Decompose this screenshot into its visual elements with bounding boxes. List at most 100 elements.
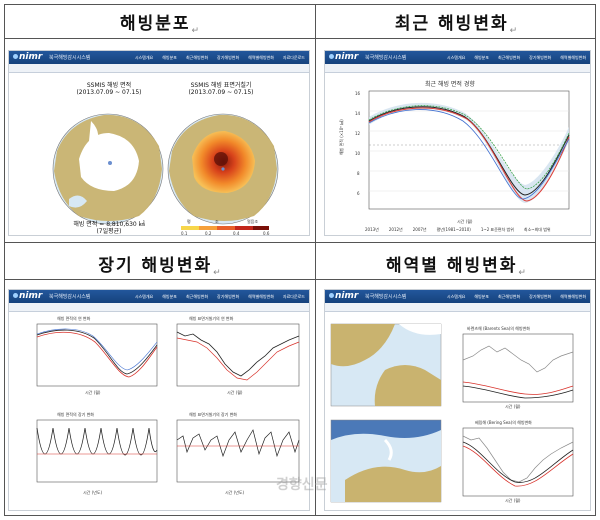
- roughness-color-scale: [181, 226, 269, 230]
- nav-item-recent[interactable]: 최근해빙변화: [498, 55, 521, 60]
- regional-chart2-title: 베링해 (Bering Sea)의 해빙변화: [475, 420, 532, 425]
- grid-divider-vertical: [315, 4, 316, 516]
- app-nav: 시스템개요 해빙분포 최근해빙변화 장기해빙변화 해역별해빙변화: [447, 294, 586, 300]
- regional-chart1-title: 바렌츠해 (Barents Sea)의 해빙변화: [467, 326, 530, 331]
- recent-legend: 2013년 2012년 2007년 평년(1981~2010) 1~2 표준편차…: [365, 227, 585, 233]
- nav-item-recent[interactable]: 최근해빙변화: [185, 55, 209, 60]
- app-subbar: [325, 64, 590, 73]
- screenshot-longterm: nimr 북극해빙감시시스템 시스템개요 해빙분포 최근해빙변화 장기해빙변화 …: [8, 289, 310, 511]
- grid-divider-middle2: [4, 279, 596, 280]
- app-header: nimr 북극해빙감시시스템 시스템개요 해빙분포 최근해빙변화 장기해빙변화 …: [325, 290, 590, 303]
- nav-item-distribution[interactable]: 해빙분포: [474, 55, 490, 60]
- nav-item-download[interactable]: 자료다운로드: [282, 55, 305, 60]
- nav-item-overview[interactable]: 시스템개요: [446, 55, 466, 60]
- app-header: nimr 북극해빙감시시스템 시스템개요 해빙분포 최근해빙변화 장기해빙변화 …: [9, 51, 309, 64]
- figure-grid: [4, 4, 596, 516]
- regional-views: [330, 323, 574, 503]
- bering-map: [330, 419, 442, 503]
- y-tick: 6: [357, 191, 360, 196]
- legend-item: 최소~최대 범위: [523, 227, 551, 232]
- lt-br-title: 해빙 표면거칠기의 장기 변화: [189, 412, 237, 417]
- app-nav: 시스템개요 해빙분포 최근해빙변화 장기해빙변화 해역별해빙변화 자료다운로드: [135, 294, 305, 300]
- lt-tr-x-label: 시간 (월): [227, 390, 243, 395]
- lt-br-x-label: 시간 (년도): [225, 490, 245, 495]
- legend-item: 2012년: [388, 227, 403, 232]
- recent-y-axis-label: 해빙 면적 (×10⁶ ㎢): [339, 119, 344, 155]
- screenshot-distribution: nimr 북극해빙감시시스템 시스템개요 해빙분포 최근해빙변화 장기해빙변화 …: [8, 50, 310, 236]
- nav-item-longterm[interactable]: 장기해빙변화: [529, 294, 552, 299]
- lt-tr-title: 해빙 표면거칠기의 연 변화: [189, 316, 234, 321]
- polar-maps: [52, 113, 279, 230]
- recent-x-axis-label: 시간 (월): [457, 219, 473, 224]
- longterm-charts: [36, 323, 300, 483]
- app-subbar: [9, 64, 309, 73]
- app-nav: 시스템개요 해빙분포 최근해빙변화 장기해빙변화 해역별해빙변화: [447, 55, 586, 61]
- nav-item-overview[interactable]: 시스템개요: [134, 55, 154, 60]
- map1-title: SSMIS 해빙 면적 (2013.07.09 ~ 07.15): [76, 82, 142, 96]
- regional-x-label-2: 시간 (월): [505, 498, 521, 503]
- cell-title-recent: 최근 해빙변화↵: [394, 14, 518, 37]
- scale-word-high: 얼음조: [247, 219, 259, 224]
- scale-tick: 0.2: [205, 231, 212, 236]
- app-logo: nimr: [13, 52, 42, 62]
- nav-item-recent[interactable]: 최근해빙변화: [498, 294, 521, 299]
- app-logo: nimr: [329, 291, 358, 301]
- grid-divider-top: [4, 38, 596, 39]
- nav-item-longterm[interactable]: 장기해빙변화: [217, 294, 240, 299]
- y-tick: 16: [355, 91, 361, 96]
- nav-item-longterm[interactable]: 장기해빙변화: [529, 55, 552, 60]
- grid-divider-middle: [4, 242, 596, 243]
- lt-bl-x-label: 시간 (년도): [83, 490, 103, 495]
- app-nav: 시스템개요 해빙분포 최근해빙변화 장기해빙변화 해역별해빙변화 자료다운로드: [135, 55, 305, 61]
- nav-item-overview[interactable]: 시스템개요: [446, 294, 466, 299]
- app-header: nimr 북극해빙감시시스템 시스템개요 해빙분포 최근해빙변화 장기해빙변화 …: [325, 51, 590, 64]
- nav-item-distribution[interactable]: 해빙분포: [162, 294, 177, 299]
- y-tick: 8: [357, 171, 360, 176]
- ice-roughness-map: [167, 113, 279, 225]
- legend-item: 1~2 표준편차 범위: [480, 227, 514, 232]
- app-subbar: [9, 303, 309, 312]
- screenshot-recent: nimr 북극해빙감시시스템 시스템개요 해빙분포 최근해빙변화 장기해빙변화 …: [324, 50, 591, 236]
- cell-title-longterm: 장기 해빙변화↵: [98, 256, 221, 279]
- nav-item-regional[interactable]: 해역별해빙변화: [560, 294, 586, 299]
- system-name: 북극해빙감시시스템: [365, 294, 407, 300]
- cell-title-distribution: 해빙분포↵: [119, 14, 200, 37]
- app-logo: nimr: [13, 291, 42, 301]
- nav-item-longterm[interactable]: 장기해빙변화: [217, 55, 240, 60]
- scale-tick: 0.4: [233, 231, 240, 236]
- ice-area-label: 해빙 면적 = 8,810,630 ㎢ (7일평균): [73, 221, 145, 235]
- scale-tick: 0.1: [181, 231, 188, 236]
- scale-word-low: 평: [187, 219, 191, 224]
- nav-item-regional[interactable]: 해역별해빙변화: [560, 55, 586, 60]
- lt-tl-x-label: 시간 (월): [85, 390, 101, 395]
- barents-map: [330, 323, 442, 407]
- nav-item-regional[interactable]: 해역별해빙변화: [248, 55, 274, 60]
- legend-item: 2013년: [365, 227, 379, 232]
- app-subbar: [325, 303, 590, 312]
- app-header: nimr 북극해빙감시시스템 시스템개요 해빙분포 최근해빙변화 장기해빙변화 …: [9, 290, 309, 303]
- system-name: 북극해빙감시시스템: [49, 294, 91, 300]
- nav-item-distribution[interactable]: 해빙분포: [474, 294, 490, 299]
- ice-extent-map: [52, 113, 164, 225]
- regional-x-label-1: 시간 (월): [505, 404, 521, 409]
- nav-item-regional[interactable]: 해역별해빙변화: [248, 294, 274, 299]
- system-name: 북극해빙감시시스템: [49, 55, 91, 61]
- scale-word-mid: 조: [215, 219, 219, 224]
- lt-tl-title: 해빙 면적의 연 변화: [57, 316, 91, 321]
- system-name: 북극해빙감시시스템: [365, 55, 407, 61]
- map2-title: SSMIS 해빙 표면거칠기 (2013.07.09 ~ 07.15): [188, 82, 254, 96]
- nav-item-overview[interactable]: 시스템개요: [134, 294, 154, 299]
- screenshot-regional: nimr 북극해빙감시시스템 시스템개요 해빙분포 최근해빙변화 장기해빙변화 …: [324, 289, 591, 511]
- nav-item-download[interactable]: 자료다운로드: [282, 294, 305, 299]
- legend-item: 평년(1981~2010): [436, 227, 471, 232]
- nav-item-recent[interactable]: 최근해빙변화: [185, 294, 209, 299]
- nav-item-distribution[interactable]: 해빙분포: [162, 55, 177, 60]
- watermark: 경향신문: [276, 477, 328, 493]
- recent-trend-chart: [368, 90, 570, 210]
- legend-item: 2007년: [412, 227, 427, 232]
- app-logo: nimr: [329, 52, 358, 62]
- y-tick: 14: [355, 111, 361, 116]
- y-tick: 10: [355, 151, 361, 156]
- cell-title-regional: 해역별 해빙변화↵: [386, 256, 526, 279]
- recent-chart-title: 최근 해빙 면적 경향: [425, 81, 475, 88]
